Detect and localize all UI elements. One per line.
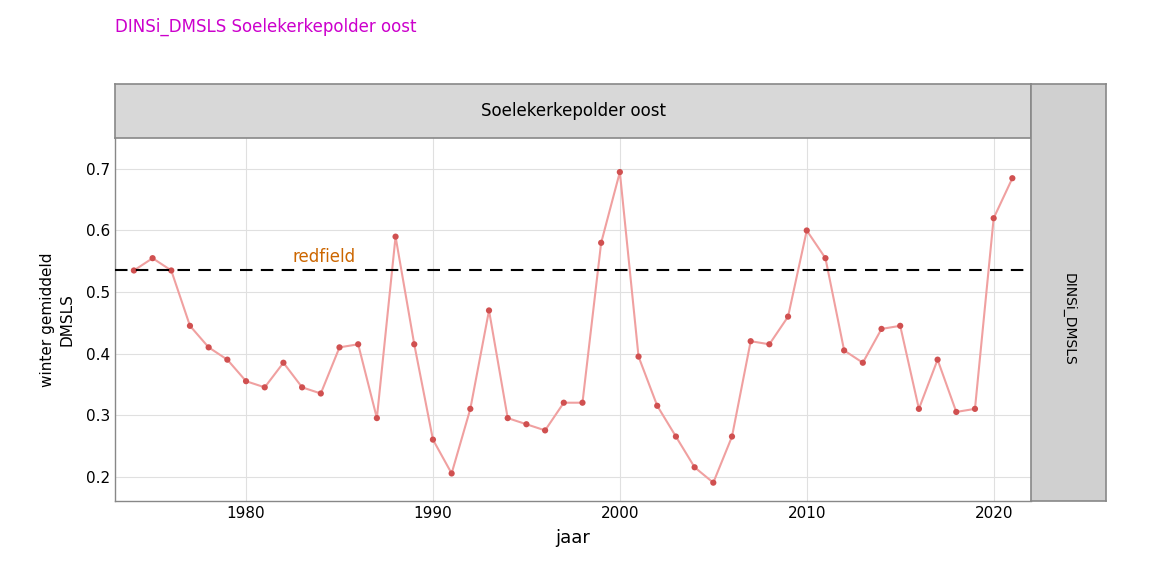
Text: DINSi_DMSLS: DINSi_DMSLS [1061, 273, 1076, 366]
Point [479, 306, 498, 315]
Point [704, 478, 722, 487]
Point [890, 321, 909, 331]
Point [629, 352, 647, 361]
Y-axis label: winter gemiddeld
DMSLS: winter gemiddeld DMSLS [40, 252, 75, 387]
Point [760, 340, 779, 349]
Point [424, 435, 442, 444]
Point [331, 343, 349, 352]
Point [218, 355, 236, 364]
Text: DINSi_DMSLS Soelekerkepolder oost: DINSi_DMSLS Soelekerkepolder oost [115, 17, 417, 36]
Point [162, 266, 181, 275]
Text: Soelekerkepolder oost: Soelekerkepolder oost [480, 102, 666, 120]
Point [574, 398, 592, 407]
Point [611, 168, 629, 177]
Point [742, 336, 760, 346]
Point [947, 407, 965, 416]
Point [817, 253, 835, 263]
Point [256, 382, 274, 392]
Point [311, 389, 329, 398]
Point [985, 214, 1003, 223]
Point [349, 340, 367, 349]
Text: redfield: redfield [293, 248, 356, 266]
Point [779, 312, 797, 321]
Point [442, 469, 461, 478]
Point [293, 382, 311, 392]
Point [929, 355, 947, 364]
Point [685, 463, 704, 472]
Point [237, 377, 256, 386]
Point [592, 238, 611, 248]
Point [367, 414, 386, 423]
Point [199, 343, 218, 352]
Point [406, 340, 424, 349]
Point [499, 414, 517, 423]
X-axis label: jaar: jaar [555, 529, 591, 547]
Point [124, 266, 143, 275]
Point [386, 232, 404, 241]
Point [461, 404, 479, 414]
Point [722, 432, 741, 441]
Point [965, 404, 984, 414]
Point [181, 321, 199, 331]
Point [143, 253, 161, 263]
Point [274, 358, 293, 367]
Point [1003, 173, 1022, 183]
Point [554, 398, 573, 407]
Point [854, 358, 872, 367]
Point [797, 226, 816, 235]
Point [910, 404, 929, 414]
Point [872, 324, 890, 334]
Point [649, 401, 667, 410]
Point [536, 426, 554, 435]
Point [835, 346, 854, 355]
Point [517, 420, 536, 429]
Point [667, 432, 685, 441]
